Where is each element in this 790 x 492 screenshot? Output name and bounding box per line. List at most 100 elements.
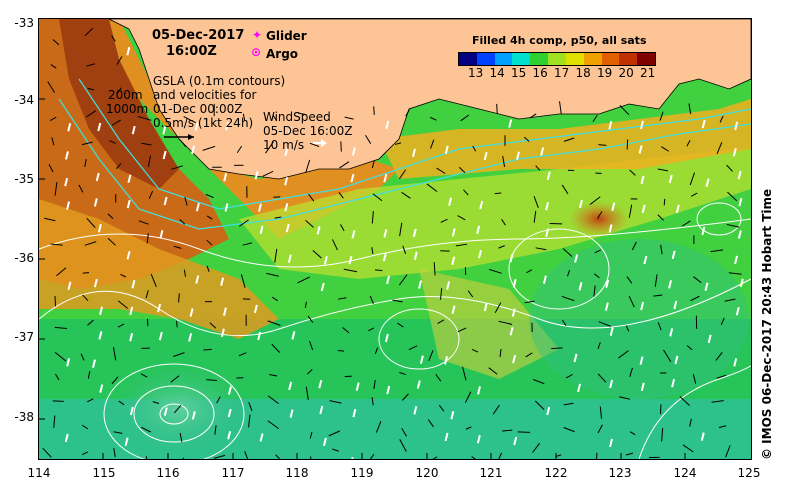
current-arrow — [55, 373, 60, 381]
isobath-label-200: 200m — [108, 88, 143, 102]
current-arrow — [173, 352, 185, 357]
current-arrow — [271, 343, 281, 353]
wind-arrow — [220, 277, 225, 286]
wind-arrow — [412, 228, 417, 238]
current-arrow — [689, 172, 696, 186]
current-arrow — [593, 273, 600, 279]
current-arrow — [242, 113, 246, 121]
current-arrow — [428, 350, 434, 361]
wind-arrow — [351, 230, 356, 239]
wind-arrow — [191, 145, 196, 154]
wind-arrow — [158, 331, 163, 341]
current-arrow — [141, 426, 151, 433]
current-arrow — [432, 456, 438, 459]
wind-arrow — [259, 225, 264, 235]
wind-arrow — [734, 121, 739, 131]
gsla-line-3: 01-Dec 00:00Z — [153, 102, 243, 116]
current-arrow — [183, 116, 197, 124]
current-arrow — [494, 302, 502, 314]
wind-arrow — [579, 199, 583, 209]
wind-arrow — [574, 254, 579, 263]
current-arrow — [462, 366, 467, 381]
current-arrow — [534, 400, 545, 410]
lon-tick-119: 119 — [350, 466, 374, 480]
velocity-arrows — [42, 27, 744, 459]
current-arrow — [567, 269, 571, 277]
current-arrow — [399, 439, 407, 452]
current-arrow — [178, 293, 180, 303]
current-arrow — [599, 406, 603, 419]
gsla-line-1: GSLA (0.1m contours) — [153, 74, 286, 88]
wind-arrow — [383, 229, 388, 238]
current-arrow — [205, 193, 214, 198]
current-arrow — [371, 211, 374, 224]
imos-credit: © IMOS 06-Dec-2017 20:43 Hobart Time — [760, 188, 774, 460]
current-arrow — [274, 216, 282, 219]
current-arrow — [118, 400, 125, 406]
current-arrow — [86, 217, 96, 228]
wind-arrow — [546, 406, 551, 416]
glider-legend-label: Glider — [266, 29, 307, 43]
colorbar-swatch — [476, 53, 495, 65]
current-arrow — [625, 325, 630, 332]
current-arrow — [81, 141, 93, 146]
current-arrow — [561, 184, 569, 195]
lon-tick-125: 125 — [737, 466, 761, 480]
wind-arrow — [674, 355, 679, 365]
current-arrow — [725, 445, 731, 458]
wind-arrow — [92, 359, 96, 368]
current-arrow — [492, 404, 500, 415]
current-arrow — [206, 239, 213, 246]
wind-arrow — [451, 256, 456, 265]
wind-arrow — [126, 47, 131, 56]
current-arrow — [274, 248, 278, 263]
current-arrow — [563, 137, 575, 142]
current-arrow — [589, 196, 601, 206]
current-arrow — [563, 427, 575, 433]
current-arrow — [373, 379, 376, 389]
wind-arrow — [671, 250, 676, 260]
gsla-contour-3 — [159, 403, 189, 425]
glider-marker-icon: ✦ — [252, 28, 263, 42]
wind-arrow — [639, 120, 644, 130]
wind-arrow — [386, 385, 391, 395]
wind-arrow — [448, 197, 453, 206]
wind-arrow — [413, 406, 418, 415]
current-arrow — [430, 116, 437, 121]
wind-arrow — [195, 275, 200, 284]
current-arrow — [338, 297, 347, 300]
current-arrow — [563, 402, 574, 406]
current-arrow — [42, 447, 52, 458]
wind-arrow — [284, 203, 289, 212]
lon-tick-115: 115 — [92, 466, 116, 480]
current-arrow — [120, 273, 127, 278]
wind-arrow — [191, 411, 196, 420]
wind-arrow — [126, 199, 131, 209]
current-arrow — [117, 300, 129, 309]
wind-arrow — [66, 201, 71, 210]
current-arrow — [308, 193, 315, 202]
argo-marker-icon: ⊙ — [251, 45, 262, 59]
colorbar-tick-label: 21 — [640, 66, 656, 80]
current-arrow — [213, 454, 226, 459]
current-arrow — [52, 39, 60, 46]
hot-core — [59, 19, 179, 189]
wind-arrow — [97, 122, 102, 132]
current-arrow — [631, 241, 637, 251]
current-arrow — [397, 322, 404, 328]
current-arrow — [338, 192, 344, 199]
current-arrow — [374, 347, 379, 355]
current-arrow — [373, 106, 375, 115]
current-arrow — [51, 137, 55, 146]
wind-arrow — [285, 223, 290, 233]
current-arrow — [209, 322, 217, 329]
current-arrow — [433, 262, 436, 276]
current-arrow — [206, 265, 210, 272]
current-arrow — [87, 87, 95, 91]
wind-arrow — [444, 145, 449, 154]
wind-arrow — [511, 308, 516, 317]
colorbar-swatch — [601, 53, 620, 65]
wind-arrow — [705, 178, 710, 187]
wind-arrow — [515, 151, 520, 161]
current-arrow — [498, 320, 513, 325]
